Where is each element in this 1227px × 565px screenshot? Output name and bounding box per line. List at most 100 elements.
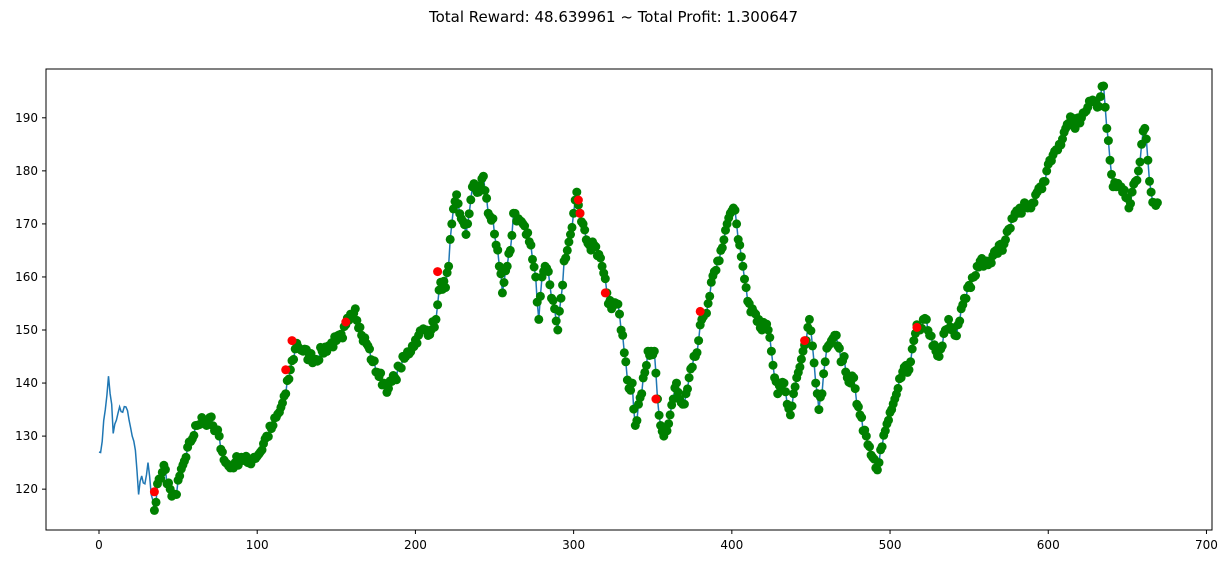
buy-marker [447,219,457,229]
buy-marker [1001,235,1010,245]
buy-marker [444,261,454,271]
buy-marker [564,237,574,247]
buy-marker [352,315,362,325]
buy-marker [662,426,672,436]
plot-frame [45,68,1213,531]
buy-marker [535,291,545,301]
buy-marker [986,258,996,268]
buy-marker [921,314,931,324]
buy-marker [621,357,631,367]
buy-marker [562,245,572,255]
buy-marker [149,505,159,515]
buy-marker [478,171,488,181]
buy-marker [431,314,441,324]
buy-marker [461,230,471,239]
buy-marker [268,421,278,430]
buy-marker [488,214,498,224]
buy-marker [600,274,610,284]
buy-marker [741,283,751,293]
buy-marker [640,367,650,377]
buy-marker [641,360,651,370]
x-tick-label: 100 [246,538,269,552]
buy-marker [672,378,681,388]
buy-marker [806,326,816,336]
sell-marker [287,336,297,346]
buy-marker [944,314,954,324]
buy-marker [384,383,393,393]
buy-marker [553,325,563,335]
buy-marker [654,410,664,420]
buy-marker [1140,123,1150,133]
buy-marker [1107,169,1116,179]
buy-marker [785,410,795,420]
buy-marker [906,357,916,367]
buy-marker [1105,155,1115,165]
sell-marker [281,365,291,375]
buy-marker [861,431,871,441]
buy-marker [526,240,536,250]
y-tick-label: 140 [15,376,38,390]
buy-marker [160,465,170,475]
buy-marker [1040,177,1050,186]
buy-marker [971,271,980,280]
buy-marker [874,458,884,468]
buy-marker [763,325,773,335]
x-axis: 0 100 200 300 400 500 600 700 [95,530,1218,552]
buy-marker [338,333,348,343]
x-tick-label: 0 [95,538,103,552]
buy-marker [523,228,533,238]
y-tick-label: 160 [15,270,38,284]
buy-marker [429,322,439,332]
buy-marker [181,452,191,462]
buy-marker [684,373,694,383]
x-tick-label: 700 [1195,538,1218,552]
buy-marker [596,253,605,263]
buy-marker [765,333,775,342]
buy-marker [865,442,874,452]
buy-marker [952,331,961,341]
x-tick-label: 200 [404,538,427,552]
y-tick-label: 120 [15,482,38,496]
buy-marker [872,465,882,475]
buy-marker [779,378,789,388]
x-tick-label: 500 [879,538,902,552]
buy-marker [480,186,490,195]
buy-marker [580,225,590,235]
buy-marker [668,394,678,404]
buy-marker [849,373,859,383]
buy-marker [615,309,624,319]
buy-marker [884,415,893,425]
buy-marker [189,430,199,440]
buy-marker [529,262,539,272]
buy-marker [551,316,561,326]
buy-marker [627,378,637,388]
buy-marker [626,385,636,395]
buy-marker [217,447,227,457]
buy-marker [567,222,577,232]
buy-marker [673,387,683,397]
buy-marker [497,288,507,298]
buy-marker [376,368,386,378]
sell-marker [149,487,159,497]
sell-marker [600,288,610,298]
buy-marker [569,208,579,218]
sell-marker [573,195,583,205]
buy-marker [909,336,919,346]
buy-marker [651,368,661,378]
x-tick-label: 300 [562,538,585,552]
buy-marker [494,261,504,271]
buy-marker [1103,136,1113,146]
buy-marker [1126,199,1135,209]
sell-marker [695,306,705,316]
buy-marker [679,399,689,409]
buy-marker [857,413,867,422]
buy-marker [711,265,721,275]
buy-marker [926,331,936,341]
buy-marker [172,490,181,499]
buy-marker [1145,176,1154,186]
y-tick-label: 180 [15,164,38,178]
buy-marker [955,316,965,326]
buy-marker [441,283,450,293]
buy-marker [1100,102,1110,112]
buy-marker [566,230,575,239]
